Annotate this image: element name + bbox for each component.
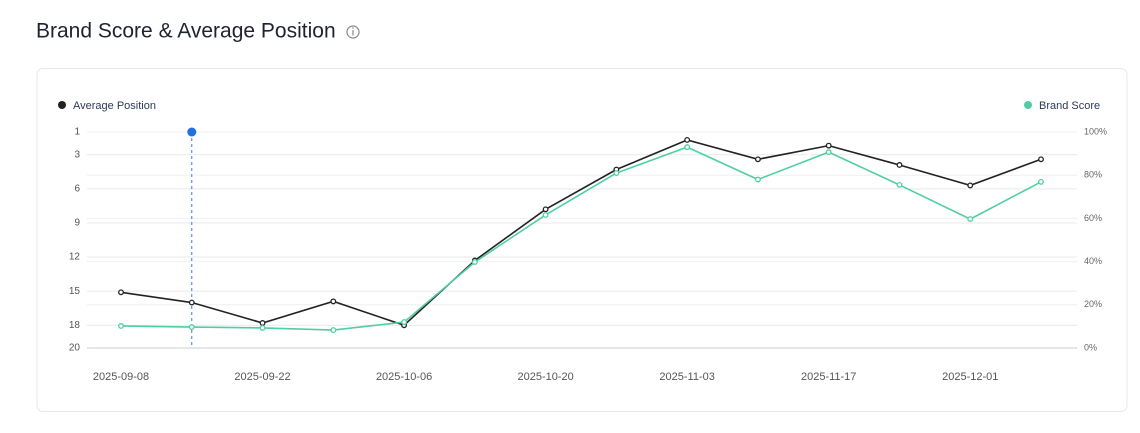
- point: [967, 216, 974, 222]
- legend-item[interactable]: Brand Score: [1024, 100, 1100, 112]
- legend-marker: [58, 101, 66, 109]
- point: [188, 324, 195, 330]
- x-tick-label: 2025-10-20: [517, 371, 573, 383]
- chart-title: Brand Score & Average Position: [36, 20, 336, 43]
- point: [188, 299, 195, 306]
- point: [684, 144, 691, 151]
- x-tick-label: 2025-09-22: [234, 371, 290, 383]
- y-tick-label: 12: [69, 252, 81, 263]
- legend-marker: [1024, 101, 1032, 109]
- point: [684, 137, 691, 143]
- point: [401, 319, 408, 326]
- y-tick-label: 20: [69, 343, 81, 354]
- legend-label: Average Position: [73, 100, 156, 112]
- legend-item[interactable]: Average Position: [58, 100, 156, 112]
- point: [825, 149, 832, 156]
- x-tick-label: 2025-10-06: [376, 371, 432, 383]
- point: [118, 323, 124, 329]
- point: [825, 142, 832, 149]
- point: [896, 181, 903, 188]
- legend-label: Brand Score: [1039, 100, 1100, 112]
- point: [471, 259, 478, 265]
- point: [1038, 178, 1044, 185]
- y2-tick-label: 40%: [1084, 256, 1102, 266]
- x-tick-label: 2025-12-01: [942, 371, 998, 383]
- y2-tick-label: 20%: [1084, 299, 1102, 309]
- y2-tick-label: 100%: [1084, 126, 1107, 136]
- card: [36, 68, 1128, 412]
- series-line: [120, 146, 1042, 331]
- y-tick-label: 1: [74, 127, 80, 138]
- x-tick-label: 2025-09-08: [93, 371, 149, 383]
- point: [754, 176, 761, 183]
- series-line: [120, 139, 1042, 327]
- y-tick-label: 3: [74, 149, 80, 160]
- point: [330, 327, 337, 334]
- info-icon[interactable]: [346, 25, 360, 39]
- y2-tick-label: 80%: [1084, 170, 1102, 180]
- point: [754, 156, 761, 163]
- y-tick-label: 9: [74, 218, 80, 229]
- point: [967, 182, 974, 189]
- point: [118, 289, 124, 296]
- y2-tick-label: 0%: [1084, 342, 1097, 352]
- point: [613, 170, 620, 176]
- point: [896, 162, 903, 168]
- y-tick-label: 15: [69, 286, 81, 297]
- y2-tick-label: 60%: [1084, 213, 1102, 223]
- x-tick-label: 2025-11-03: [659, 371, 714, 383]
- point: [542, 211, 549, 218]
- y-tick-label: 6: [74, 183, 80, 194]
- point: [259, 324, 266, 331]
- point: [330, 298, 337, 305]
- y-tick-label: 18: [69, 320, 81, 331]
- x-tick-label: 2025-11-17: [801, 371, 856, 383]
- hover-dot: [187, 127, 197, 137]
- point: [1038, 156, 1044, 163]
- point: [259, 320, 266, 326]
- point: [542, 206, 549, 213]
